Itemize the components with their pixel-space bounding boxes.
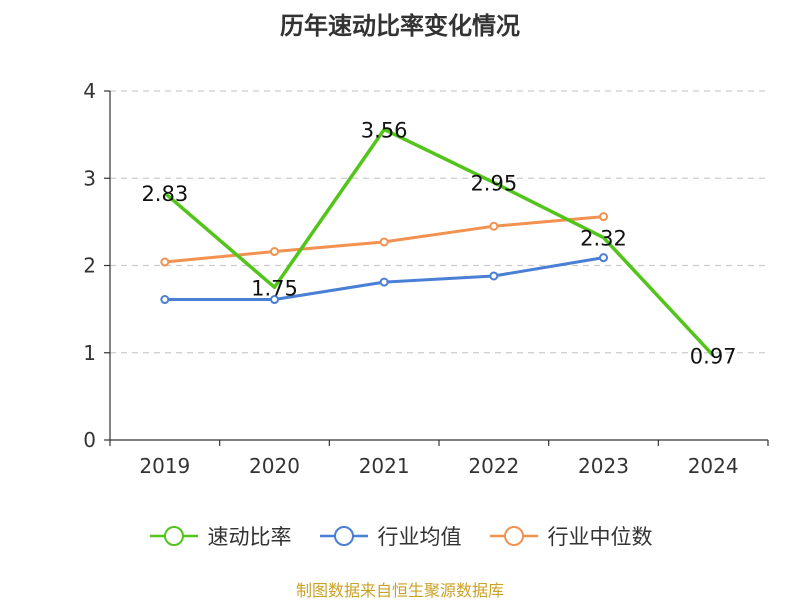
data-point <box>270 247 279 257</box>
legend-item-quick-ratio[interactable]: 速动比率 <box>148 521 292 551</box>
legend-item-industry-median[interactable]: 行业中位数 <box>488 521 653 551</box>
data-point <box>160 257 170 267</box>
legend-label: 行业中位数 <box>547 525 653 549</box>
legend-swatch-industry-median <box>489 526 538 546</box>
chart-legend: 速动比率 行业均值 行业中位数 <box>0 518 800 554</box>
data-point <box>489 271 499 281</box>
y-tick-label: 0 <box>83 428 96 452</box>
y-tick-label: 1 <box>83 341 96 365</box>
x-tick-label: 2020 <box>249 454 300 478</box>
x-tick-label: 2022 <box>468 454 519 478</box>
x-tick-label: 2019 <box>139 454 190 478</box>
legend-swatch-industry-mean <box>319 526 368 546</box>
data-label: 2.32 <box>580 227 627 251</box>
data-point <box>160 295 170 305</box>
data-source-note: 制图数据来自恒生聚源数据库 <box>295 581 504 600</box>
chart-title: 历年速动比率变化情况 <box>280 12 520 40</box>
legend-label: 速动比率 <box>207 525 292 549</box>
data-label: 3.56 <box>361 118 408 142</box>
data-point <box>379 277 389 287</box>
data-point <box>599 253 608 263</box>
x-tick-label: 2024 <box>688 454 739 478</box>
data-point <box>599 212 608 222</box>
data-label: 2.95 <box>470 172 517 196</box>
data-point <box>270 295 279 305</box>
legend-item-industry-mean[interactable]: 行业均值 <box>318 521 462 551</box>
legend-swatch-quick-ratio <box>149 526 198 546</box>
y-tick-label: 3 <box>83 166 96 190</box>
data-label: 1.75 <box>251 276 298 300</box>
data-point <box>489 221 499 231</box>
data-point <box>379 237 389 247</box>
data-label: 2.83 <box>141 182 188 206</box>
y-tick-label: 2 <box>83 254 96 278</box>
x-tick-label: 2023 <box>578 454 629 478</box>
series-line <box>163 127 715 357</box>
legend-label: 行业均值 <box>377 525 462 549</box>
x-tick-label: 2021 <box>359 454 410 478</box>
y-tick-label: 4 <box>83 79 96 103</box>
data-label: 0.97 <box>690 344 737 368</box>
